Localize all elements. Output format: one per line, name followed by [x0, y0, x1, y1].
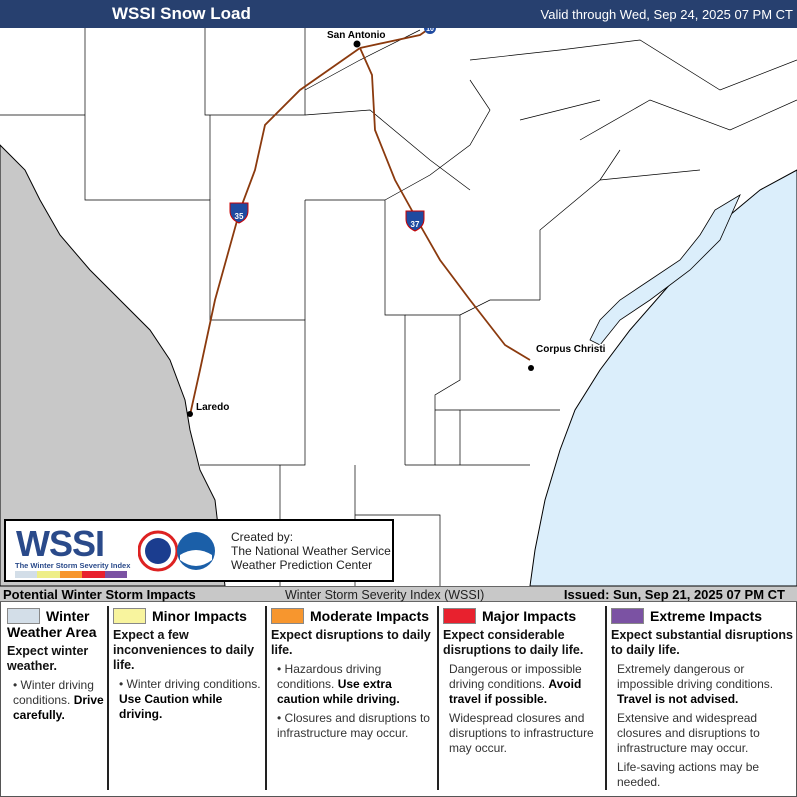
svg-text:10: 10 [426, 28, 434, 33]
legend-extreme-impacts: Extreme Impacts Expect substantial disrup… [605, 606, 795, 790]
impacts-heading: Potential Winter Storm Impacts [3, 587, 196, 602]
info-strip: Potential Winter Storm Impacts Winter St… [0, 586, 797, 602]
interstate-shields: 10 35 37 [229, 28, 436, 232]
legend-item: • Hazardous driving conditions. Use extr… [277, 662, 400, 706]
legend-swatch [113, 608, 146, 624]
shield-35: 35 [229, 202, 249, 224]
legend-swatch [7, 608, 40, 624]
legend-item: Extensive and widespread closures and di… [617, 711, 760, 755]
impact-legend: Winter Weather Area Expect winter weather… [0, 602, 797, 797]
legend-title: Extreme Impacts [611, 608, 795, 624]
legend-item: • Closures and disruptions to infrastruc… [277, 711, 430, 740]
legend-title: Winter Weather Area [7, 608, 97, 640]
shield-37: 37 [405, 210, 425, 232]
city-corpus-christi: Corpus Christi [536, 344, 606, 355]
city-markers: San Antonio Laredo Corpus Christi [187, 29, 607, 417]
legend-title: Minor Impacts [113, 608, 265, 624]
wssi-color-bar [15, 571, 128, 578]
i35 [189, 47, 361, 416]
legend-item: Extremely dangerous or impossible drivin… [617, 662, 774, 706]
legend-title: Major Impacts [443, 608, 603, 624]
credits-box: WSSI The Winter Storm Severity Index Cre… [4, 519, 394, 582]
legend-moderate-impacts: Moderate Impacts Expect disruptions to da… [265, 606, 437, 790]
legend-title: Moderate Impacts [271, 608, 437, 624]
wssi-subtitle: The Winter Storm Severity Index [15, 561, 131, 570]
legend-item: Life-saving actions may be needed. [617, 760, 760, 789]
index-name: Winter Storm Severity Index (WSSI) [285, 588, 485, 602]
legend-expect: Expect disruptions to daily life. [271, 628, 431, 657]
map: 10 35 37 San Antonio Laredo Corpus Chris… [0, 28, 797, 586]
created-by: Created by: The National Weather Service W… [231, 530, 391, 572]
city-laredo: Laredo [196, 402, 229, 413]
shield-10: 10 [424, 28, 436, 34]
map-title: WSSI Snow Load [112, 4, 251, 23]
legend-expect: Expect substantial disruptions to daily … [611, 628, 793, 657]
legend-swatch [611, 608, 644, 624]
legend-minor-impacts: Minor Impacts Expect a few inconveniences… [107, 606, 265, 790]
legend-winter-weather-area: Winter Weather Area Expect winter weather… [3, 606, 107, 790]
header-bar: WSSI Snow Load Valid through Wed, Sep 24… [0, 0, 797, 28]
wssi-logo: WSSI [16, 523, 105, 564]
legend-expect: Expect winter weather. [7, 644, 89, 673]
legend-swatch [271, 608, 304, 624]
legend-expect: Expect a few inconveniences to daily lif… [113, 628, 255, 672]
svg-text:37: 37 [411, 220, 420, 229]
legend-item: Dangerous or impossible driving conditio… [449, 662, 582, 706]
issued-time: Issued: Sun, Sep 21, 2025 07 PM CT [563, 587, 785, 602]
legend-item: Widespread closures and disruptions to i… [449, 711, 594, 755]
legend-swatch [443, 608, 476, 624]
legend-item: • Winter driving conditions. Use Caution… [119, 677, 261, 721]
city-san-antonio: San Antonio [327, 30, 386, 41]
svg-text:35: 35 [235, 212, 244, 221]
valid-time: Valid through Wed, Sep 24, 2025 07 PM CT [540, 7, 793, 22]
legend-item: • Winter driving conditions. Drive caref… [13, 678, 104, 722]
legend-major-impacts: Major Impacts Expect considerable disrupt… [437, 606, 603, 790]
legend-expect: Expect considerable disruptions to daily… [443, 628, 584, 657]
nws-noaa-logos [138, 530, 215, 572]
